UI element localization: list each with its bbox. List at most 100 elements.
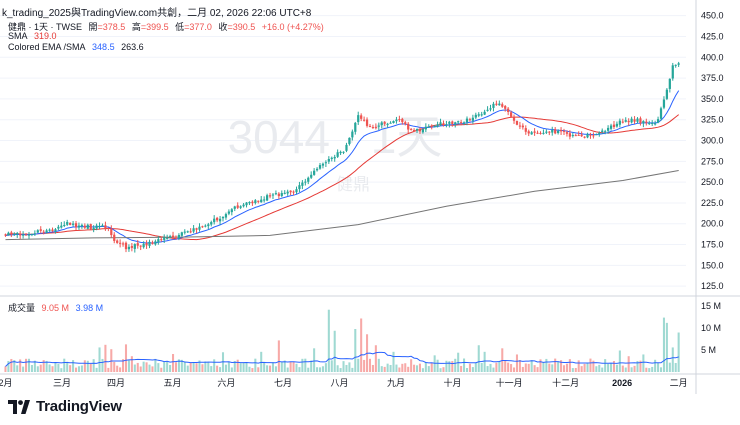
- candle-body: [677, 63, 680, 65]
- candle-body: [421, 129, 425, 133]
- candle-body: [330, 157, 333, 159]
- candle-body: [21, 234, 25, 236]
- candle: [492, 101, 495, 112]
- legend-ema[interactable]: Colored EMA /SMA 348.5 263.6: [8, 42, 148, 52]
- candle: [283, 190, 286, 195]
- candle: [69, 222, 72, 226]
- candle-body: [213, 218, 216, 223]
- volume-bar: [30, 365, 33, 372]
- price-tick-label: 125.0: [701, 281, 724, 291]
- legend-sma[interactable]: SMA 319.0: [8, 31, 61, 41]
- candle: [168, 234, 172, 239]
- candle: [313, 168, 316, 176]
- candle: [257, 200, 260, 204]
- candle: [360, 113, 363, 122]
- candle-body: [113, 234, 116, 241]
- volume-bar: [183, 361, 186, 372]
- candle-body: [339, 151, 342, 154]
- candle: [642, 120, 645, 128]
- volume-bar: [630, 367, 633, 372]
- candle-body: [327, 159, 330, 162]
- volume-bar: [580, 366, 583, 372]
- volume-bar: [113, 361, 116, 372]
- candle: [659, 106, 663, 121]
- candle-body: [389, 122, 392, 124]
- volume-bar: [204, 361, 207, 372]
- candle-body: [348, 137, 351, 145]
- volume-bar: [612, 361, 616, 372]
- candle-body: [342, 151, 345, 153]
- candle: [30, 233, 34, 237]
- candle-body: [104, 225, 107, 229]
- volume-bar: [22, 366, 25, 372]
- candle: [509, 110, 513, 118]
- volume-bar: [439, 368, 442, 372]
- sma-long-line: [5, 170, 679, 241]
- candle: [627, 118, 630, 126]
- candle-body: [268, 195, 272, 197]
- candle: [207, 222, 210, 230]
- candle-body: [254, 200, 257, 204]
- candle-body: [618, 120, 621, 125]
- volume-bar: [668, 362, 671, 372]
- candle-body: [42, 231, 45, 233]
- legend-volume-label: 成交量: [8, 303, 36, 313]
- candle: [295, 186, 298, 195]
- time-tick-label: 二月: [670, 378, 688, 388]
- candle-body: [301, 182, 304, 186]
- candle: [27, 231, 31, 240]
- candle-body: [239, 206, 242, 208]
- time-tick-label: 2026: [612, 378, 632, 388]
- volume-bar: [598, 364, 601, 372]
- time-tick-label: 九月: [387, 378, 405, 388]
- volume-bar: [77, 366, 80, 372]
- candle-body: [27, 234, 31, 236]
- candle: [612, 120, 616, 130]
- price-tick-label: 425.0: [701, 31, 724, 41]
- candle: [633, 116, 636, 124]
- candle-body: [424, 126, 427, 130]
- volume-bar: [172, 354, 175, 372]
- volume-bar: [33, 360, 36, 372]
- candle: [557, 129, 560, 135]
- volume-bar: [371, 364, 374, 372]
- candle-body: [583, 136, 586, 138]
- candle-body: [19, 233, 22, 236]
- candle-body: [63, 224, 66, 226]
- candle-body: [192, 228, 195, 232]
- candle-body: [656, 119, 660, 123]
- tradingview-logo[interactable]: TradingView: [8, 398, 122, 415]
- candle: [224, 212, 228, 220]
- volume-bar: [274, 366, 277, 372]
- volume-bar: [551, 364, 554, 372]
- candle: [474, 112, 477, 120]
- candle-body: [474, 114, 477, 118]
- volume-bar: [539, 359, 542, 372]
- candle: [654, 120, 657, 126]
- candle: [606, 125, 610, 134]
- volume-bar: [651, 366, 654, 372]
- legend-ema-value: 348.5: [92, 42, 115, 52]
- candle: [145, 240, 148, 249]
- candle: [77, 222, 81, 230]
- candle-body: [216, 217, 219, 221]
- candle-body: [315, 168, 319, 171]
- candle-body: [177, 235, 181, 239]
- candle: [365, 117, 369, 128]
- candle: [539, 131, 542, 135]
- candle: [536, 130, 539, 135]
- legend-volume[interactable]: 成交量 9.05 M 3.98 M: [8, 301, 107, 314]
- volume-bar: [492, 367, 495, 372]
- candle-body: [557, 130, 560, 134]
- candle-body: [501, 104, 504, 107]
- candle: [554, 127, 557, 135]
- candle: [645, 118, 648, 126]
- volume-bar: [72, 360, 75, 372]
- candle-body: [357, 115, 360, 123]
- candle: [454, 121, 457, 128]
- volume-bar: [310, 360, 313, 372]
- candle-body: [204, 225, 207, 227]
- volume-ma-line: [5, 351, 679, 367]
- time-tick-label: 五月: [163, 378, 181, 388]
